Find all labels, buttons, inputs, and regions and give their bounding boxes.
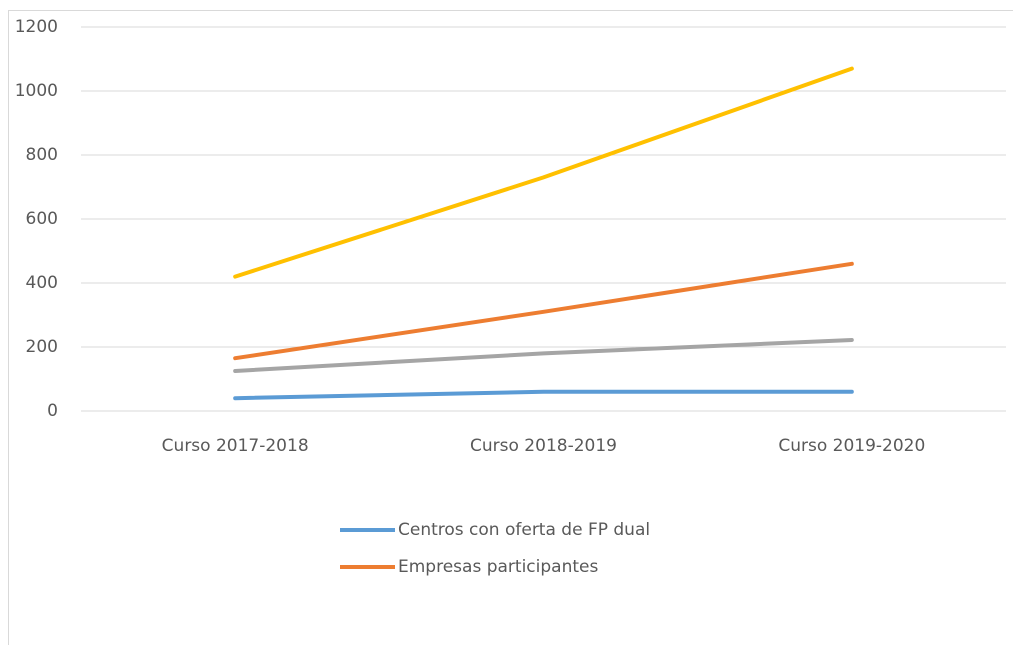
y-tick-label: 600 (26, 209, 58, 229)
series-line (233, 66, 854, 279)
y-tick-label: 1000 (15, 81, 58, 101)
legend-label: Centros con oferta de FP dual (398, 520, 650, 540)
y-tick-label: 200 (26, 337, 58, 357)
legend-label: Empresas participantes (398, 557, 598, 577)
series-line (233, 261, 854, 361)
y-tick-label: 1200 (15, 17, 58, 37)
x-tick-label: Curso 2018-2019 (470, 436, 617, 456)
y-tick-label: 800 (26, 145, 58, 165)
series-line (233, 389, 854, 401)
y-tick-label: 400 (26, 273, 58, 293)
y-tick-label: 0 (47, 401, 58, 421)
x-tick-label: Curso 2019-2020 (778, 436, 925, 456)
series-line (233, 337, 854, 373)
chart-border (8, 10, 1013, 645)
x-tick-label: Curso 2017-2018 (162, 436, 309, 456)
